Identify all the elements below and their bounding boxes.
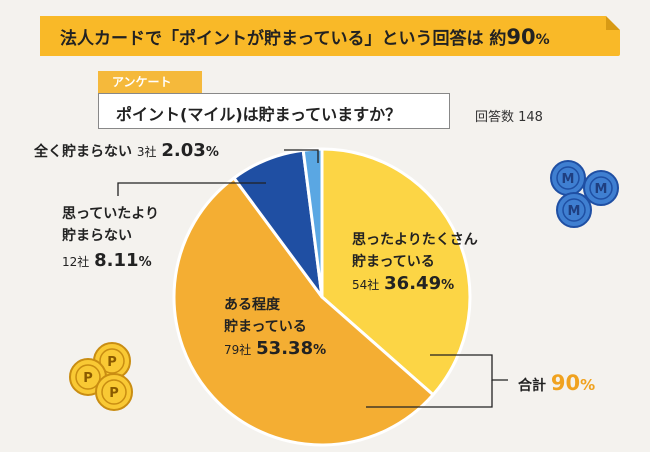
label-less-line2: 貯まらない bbox=[62, 228, 132, 244]
respondent-count: 回答数 148 bbox=[475, 110, 543, 125]
label-less-line1: 思っていたより bbox=[62, 206, 160, 222]
total-label-text: 合計 bbox=[518, 378, 546, 394]
label-some: ある程度 貯まっている 79社 53.38% bbox=[224, 294, 326, 362]
label-none: 全く貯まらない 3社 2.03% bbox=[34, 140, 219, 161]
svg-text:P: P bbox=[83, 371, 93, 386]
label-much: 思ったよりたくさん 貯まっている 54社 36.49% bbox=[352, 229, 478, 297]
label-much-count: 54社 bbox=[352, 278, 380, 292]
m-coin-icon: M M M bbox=[550, 160, 619, 228]
question-text: ポイント(マイル)は貯まっていますか？ bbox=[116, 105, 402, 124]
p-coin-icon: P P P bbox=[69, 342, 133, 411]
survey-tag: アンケート bbox=[98, 71, 202, 93]
slice-much bbox=[320, 147, 472, 397]
total-label: 合計 90% bbox=[518, 371, 595, 395]
slice-some bbox=[172, 176, 435, 447]
label-much-line1: 思ったよりたくさん bbox=[352, 232, 478, 248]
label-less: 思っていたより 貯まらない 12社 8.11% bbox=[62, 203, 159, 274]
label-much-line2: 貯まっている bbox=[352, 254, 435, 270]
leader-line-3 bbox=[284, 149, 319, 163]
leader-line-0 bbox=[430, 354, 508, 381]
leader-line-2 bbox=[117, 182, 266, 196]
leader-line-1 bbox=[366, 380, 493, 408]
page-title: 法人カードで「ポイントが貯まっている」という回答は 約90% bbox=[60, 25, 550, 49]
label-less-pct: 8.11 bbox=[94, 250, 139, 271]
question-box bbox=[98, 93, 450, 129]
label-some-pct: 53.38 bbox=[256, 338, 314, 359]
svg-text:M: M bbox=[562, 172, 575, 187]
label-some-line1: ある程度 bbox=[224, 297, 280, 313]
label-none-pct: 2.03 bbox=[161, 140, 206, 161]
svg-text:P: P bbox=[107, 355, 117, 370]
total-value: 90% bbox=[550, 371, 596, 395]
svg-text:M: M bbox=[568, 204, 581, 219]
svg-text:M: M bbox=[595, 182, 608, 197]
label-some-line2: 貯まっている bbox=[224, 319, 307, 335]
label-some-count: 79社 bbox=[224, 343, 252, 357]
label-none-line1: 全く貯まらない bbox=[34, 144, 132, 160]
label-less-count: 12社 bbox=[62, 255, 90, 269]
svg-text:P: P bbox=[109, 386, 119, 401]
label-much-pct: 36.49 bbox=[384, 273, 442, 294]
title-banner bbox=[40, 16, 620, 56]
label-none-count: 3社 bbox=[136, 145, 157, 159]
